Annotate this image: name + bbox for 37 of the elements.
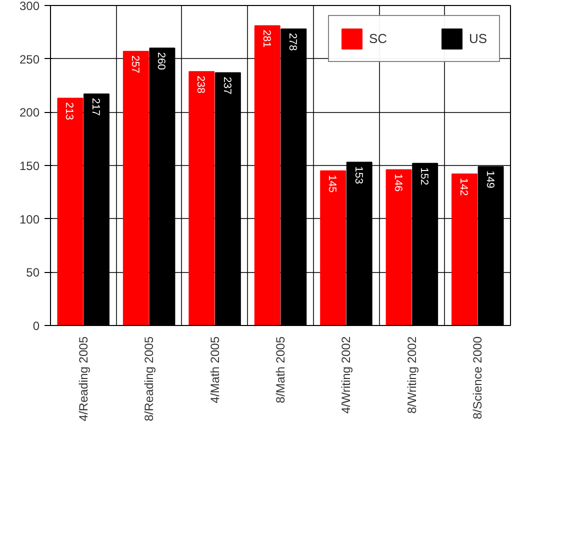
bar	[122, 50, 149, 326]
x-tick-label: 8/Reading 2005	[142, 336, 156, 422]
y-tick-label: 0	[32, 319, 40, 333]
x-tick-label: 4/Writing 2002	[339, 336, 354, 414]
y-tick-label: 200	[19, 106, 40, 120]
bar	[386, 169, 412, 326]
y-tick-label: 50	[26, 266, 40, 280]
data-label: 217	[90, 98, 102, 116]
data-label: 257	[128, 55, 141, 74]
data-label: 149	[484, 170, 496, 188]
data-label: 146	[392, 174, 404, 192]
x-tick-label: 8/Writing 2002	[404, 336, 419, 414]
data-label: 142	[458, 178, 470, 196]
data-label: 237	[220, 76, 233, 95]
data-label: 213	[63, 102, 76, 120]
legend-label: SC	[369, 31, 388, 46]
legend-label: US	[469, 31, 488, 46]
data-label: 145	[326, 174, 338, 193]
data-label: 238	[194, 76, 207, 94]
y-tick-label: 250	[19, 52, 40, 66]
bar	[320, 170, 346, 326]
bar	[188, 71, 215, 326]
x-tick-label: 4/Reading 2005	[76, 336, 90, 422]
x-tick-label: 8/Math 2005	[274, 336, 288, 404]
y-tick-label: 300	[19, 0, 40, 13]
bar	[57, 98, 84, 326]
x-tick-label: 8/Science 2000	[470, 336, 485, 420]
data-label: 152	[418, 167, 430, 186]
data-label: 153	[352, 166, 364, 184]
y-tick-label: 150	[19, 159, 40, 173]
data-label: 260	[155, 52, 168, 70]
y-tick-label: 100	[19, 212, 40, 226]
x-tick-label: 4/Math 2005	[208, 336, 222, 404]
bar	[254, 25, 280, 326]
bar	[452, 174, 478, 326]
data-label: 281	[260, 30, 272, 48]
data-label: 278	[286, 32, 299, 51]
